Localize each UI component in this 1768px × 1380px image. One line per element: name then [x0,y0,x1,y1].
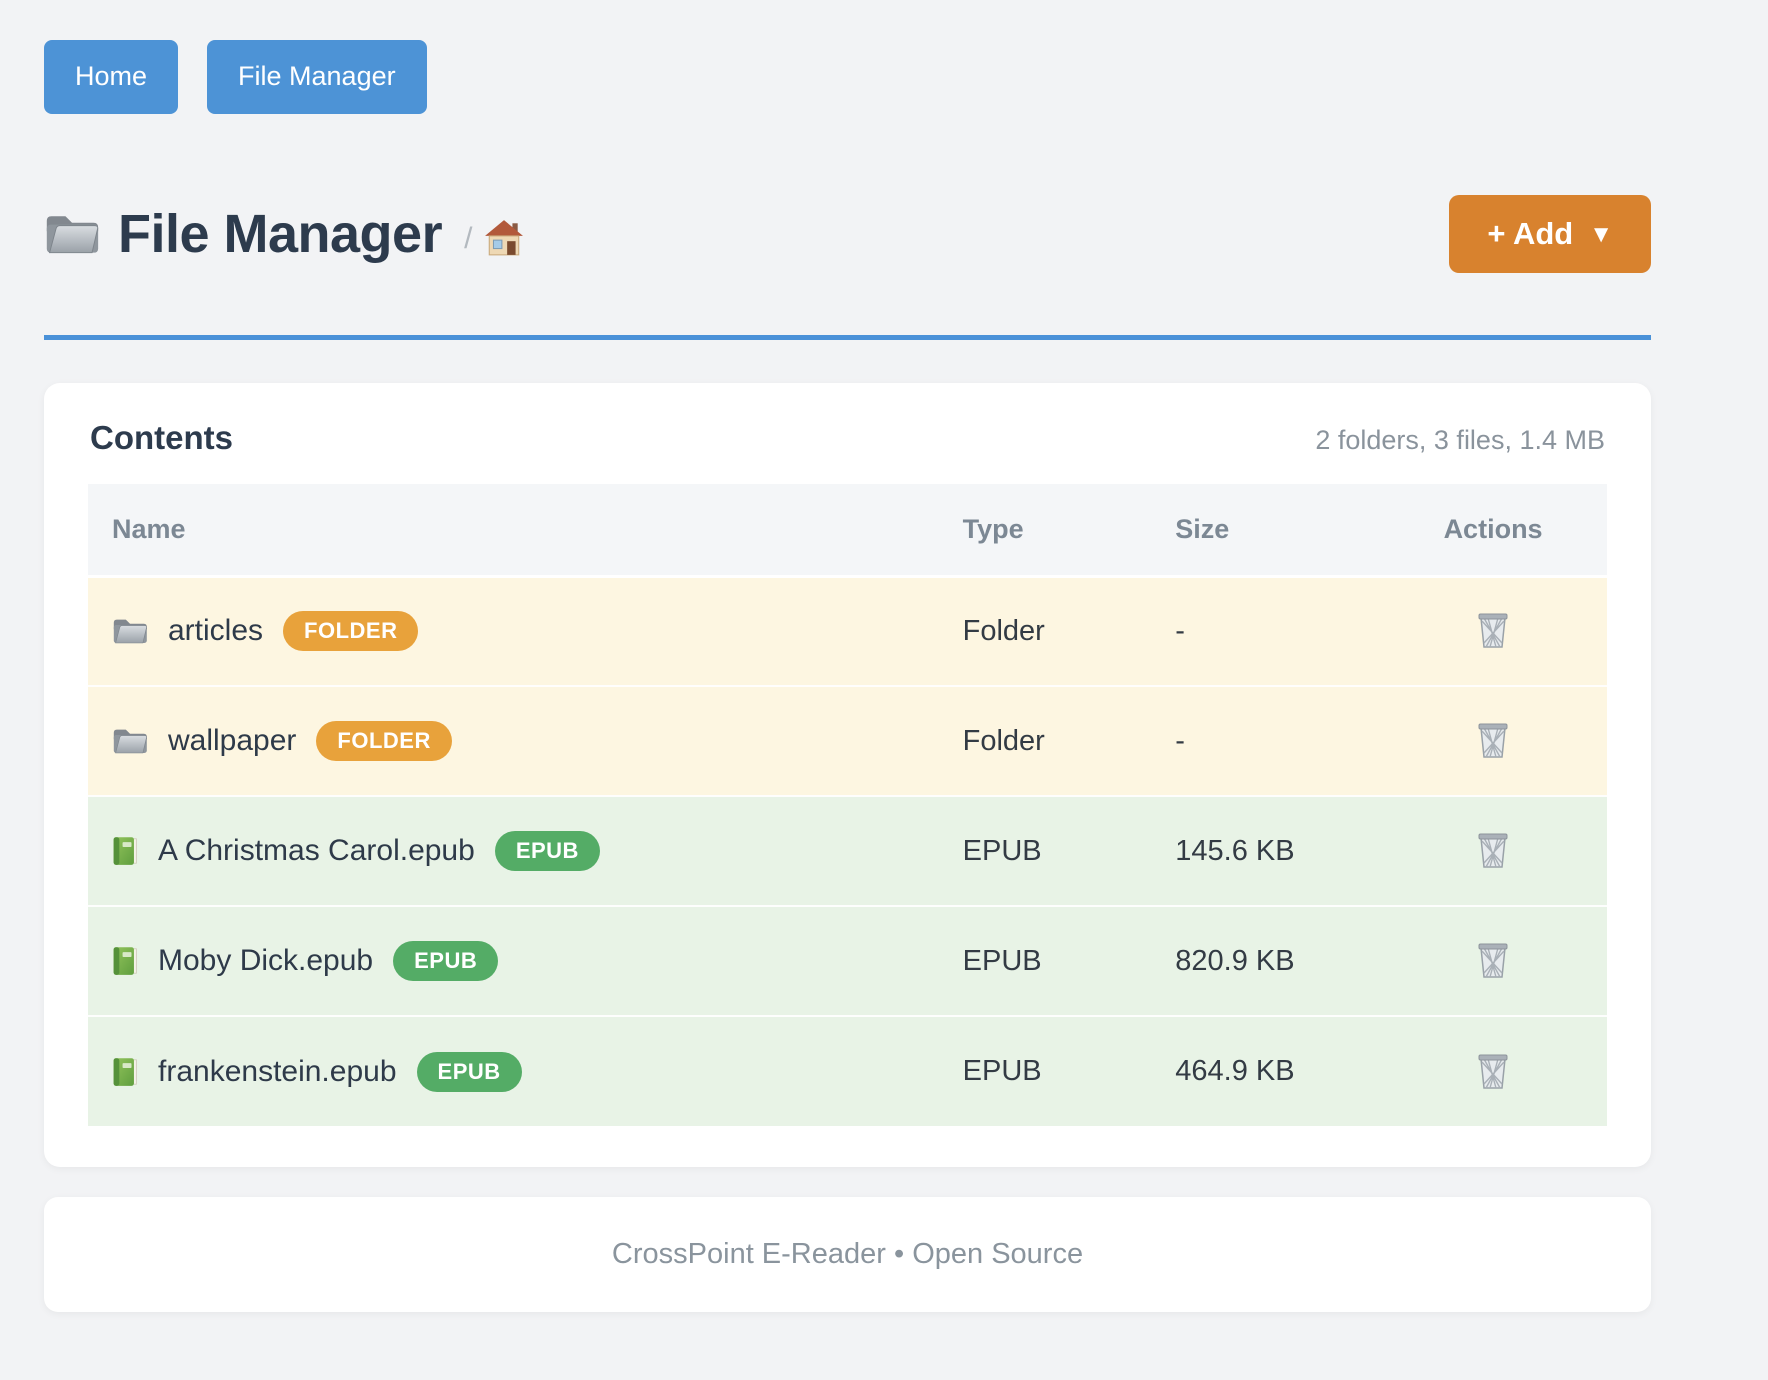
wastebasket-icon [1478,613,1508,649]
nav-file-manager-button[interactable]: File Manager [207,40,427,114]
type-badge: EPUB [393,941,499,982]
title-divider [44,334,1651,340]
footer: CrossPoint E-Reader • Open Source [44,1197,1651,1313]
breadcrumb-separator: / [464,221,473,255]
file-name[interactable]: articles [168,614,264,648]
add-button[interactable]: + Add ▼ [1449,194,1651,273]
table-row[interactable]: frankenstein.epub EPUB EPUB 464.9 KB [88,1016,1607,1127]
table-row[interactable]: A Christmas Carol.epub EPUB EPUB 145.6 K… [88,796,1607,907]
add-button-label: + Add [1487,215,1574,251]
folder-icon [113,619,148,644]
file-size: - [1175,614,1185,647]
contents-header: Contents 2 folders, 3 files, 1.4 MB [88,419,1607,457]
type-badge: FOLDER [316,721,452,762]
folder-icon [113,729,148,754]
column-header-size: Size [1151,483,1380,577]
file-type: EPUB [962,1055,1042,1088]
file-name[interactable]: frankenstein.epub [158,1054,397,1088]
green-book-icon [113,1057,137,1086]
table-header-row: Name Type Size Actions [88,483,1607,577]
footer-text: CrossPoint E-Reader • Open Source [611,1238,1084,1271]
table-row[interactable]: articles FOLDER Folder - [88,576,1607,687]
file-manager-page: Home File Manager File Manager / + Add ▼… [44,40,1651,1313]
caret-down-icon: ▼ [1589,221,1613,249]
page-title-group: File Manager / [44,203,524,265]
delete-button[interactable] [1470,935,1516,983]
page-header: File Manager / + Add ▼ [44,188,1651,280]
delete-button[interactable] [1470,1046,1516,1094]
table-body: articles FOLDER Folder - wallpaper FOLDE… [88,576,1607,1127]
file-size: - [1175,724,1185,757]
file-name[interactable]: Moby Dick.epub [158,944,374,978]
table-row[interactable]: Moby Dick.epub EPUB EPUB 820.9 KB [88,906,1607,1017]
file-size: 820.9 KB [1175,944,1295,977]
file-size: 145.6 KB [1175,834,1295,867]
file-size: 464.9 KB [1175,1055,1295,1088]
column-header-type: Type [938,483,1152,577]
top-nav: Home File Manager [44,40,1651,114]
nav-home-button[interactable]: Home [44,40,179,114]
type-badge: EPUB [416,1051,522,1092]
column-header-name: Name [88,483,939,577]
file-type: EPUB [962,944,1042,977]
delete-button[interactable] [1470,605,1516,653]
delete-button[interactable] [1470,825,1516,873]
file-name[interactable]: A Christmas Carol.epub [158,834,475,868]
type-badge: EPUB [494,831,600,872]
delete-button[interactable] [1470,715,1516,763]
table-row[interactable]: wallpaper FOLDER Folder - [88,686,1607,797]
house-icon[interactable] [484,219,524,256]
file-type: Folder [962,614,1045,647]
column-header-actions: Actions [1379,483,1607,577]
wastebasket-icon [1478,1053,1508,1089]
wastebasket-icon [1478,833,1508,868]
contents-title: Contents [90,418,233,456]
folder-icon [46,215,99,253]
page-title: File Manager [118,203,443,264]
contents-summary: 2 folders, 3 files, 1.4 MB [1315,424,1605,455]
type-badge: FOLDER [283,611,419,652]
file-type: Folder [962,724,1045,757]
contents-card: Contents 2 folders, 3 files, 1.4 MB Name… [44,382,1651,1168]
file-table: Name Type Size Actions articles FOLDER F… [88,483,1607,1127]
wastebasket-icon [1478,723,1508,758]
file-type: EPUB [962,834,1042,867]
green-book-icon [113,946,137,976]
wastebasket-icon [1478,943,1508,978]
file-name[interactable]: wallpaper [168,724,297,758]
green-book-icon [113,836,137,866]
